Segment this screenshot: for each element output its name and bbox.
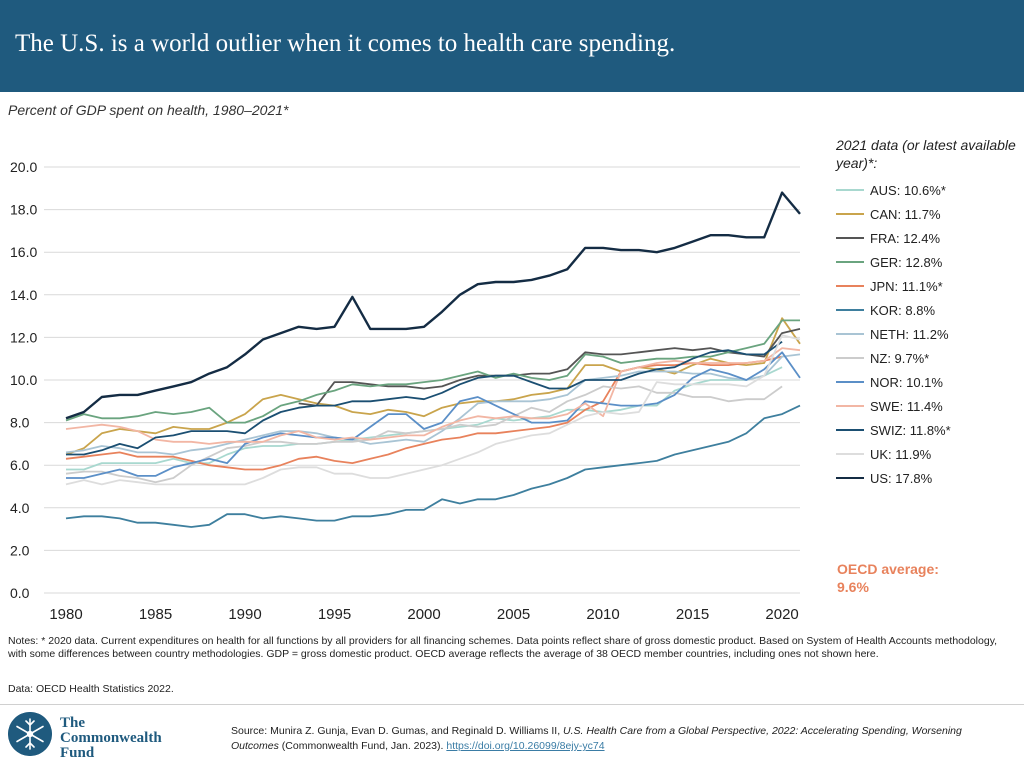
legend-swatch-jpn bbox=[836, 285, 864, 287]
source-doi-link[interactable]: https://doi.org/10.26099/8ejy-yc74 bbox=[446, 740, 605, 752]
legend-label-swe: SWE: 11.4% bbox=[870, 398, 943, 414]
legend-item-nor: NOR: 10.1% bbox=[836, 370, 1016, 394]
legend: 2021 data (or latest available year)*: A… bbox=[836, 136, 1016, 490]
chart-notes: Notes: * 2020 data. Current expenditures… bbox=[8, 635, 998, 660]
legend-swatch-kor bbox=[836, 309, 864, 311]
x-tick-label-5: 2005 bbox=[497, 606, 530, 623]
y-tick-labels: 0.0 2.0 4.0 6.0 8.0 10.0 12.0 14.0 16.0 18.0 20.0 bbox=[10, 159, 37, 601]
legend-swatch-nor bbox=[836, 381, 864, 383]
legend-label-neth: NETH: 11.2% bbox=[870, 326, 949, 342]
series-line-ger bbox=[65, 319, 800, 424]
legend-item-neth: NETH: 11.2% bbox=[836, 322, 1016, 346]
legend-label-nor: NOR: 10.1% bbox=[870, 374, 943, 390]
legend-item-jpn: JPN: 11.1%* bbox=[836, 274, 1016, 298]
y-tick-label-3: 6.0 bbox=[10, 457, 30, 473]
x-tick-label-2: 1990 bbox=[228, 606, 261, 623]
legend-swatch-ger bbox=[836, 261, 864, 263]
legend-item-ger: GER: 12.8% bbox=[836, 250, 1016, 274]
series-line-swe bbox=[65, 347, 801, 445]
x-tick-label-3: 1995 bbox=[318, 606, 351, 623]
legend-item-aus: AUS: 10.6%* bbox=[836, 178, 1016, 202]
y-tick-label-9: 18.0 bbox=[10, 202, 37, 218]
legend-swatch-swe bbox=[836, 405, 864, 407]
grid-lines bbox=[44, 166, 800, 594]
series-line-nz bbox=[65, 385, 783, 484]
x-tick-label-7: 2015 bbox=[676, 606, 709, 623]
oecd-average-label: OECD average: bbox=[837, 561, 939, 577]
y-tick-label-1: 2.0 bbox=[10, 542, 30, 558]
legend-label-us: US: 17.8% bbox=[870, 470, 933, 486]
series-line-nor bbox=[66, 351, 801, 479]
legend-list: AUS: 10.6%* CAN: 11.7% FRA: 12.4% GER: 12.8… bbox=[836, 178, 1016, 490]
series-line-us bbox=[65, 191, 801, 420]
line-chart: 0.02.04.06.08.010.012.014.016.018.020.0 … bbox=[10, 159, 801, 623]
legend-item-swe: SWE: 11.4% bbox=[836, 394, 1016, 418]
series-line-neth bbox=[65, 353, 801, 456]
legend-swatch-uk bbox=[836, 453, 864, 455]
x-tick-labels: 1980 1985 1990 1995 2000 2005 2010 2015 2020 bbox=[49, 606, 798, 623]
y-tick-label-10: 20.0 bbox=[10, 159, 37, 175]
legend-label-uk: UK: 11.9% bbox=[870, 446, 932, 462]
snowflake-logo-icon bbox=[8, 712, 52, 756]
logo-line-2: Commonwealth bbox=[60, 730, 162, 746]
series-lines bbox=[65, 191, 801, 528]
legend-label-kor: KOR: 8.8% bbox=[870, 302, 936, 318]
legend-item-fra: FRA: 12.4% bbox=[836, 226, 1016, 250]
page-title: The U.S. is a world outlier when it come… bbox=[15, 30, 676, 57]
source-title: U.S. Health Care from a Global Perspecti… bbox=[231, 725, 962, 752]
y-tick-label-7: 14.0 bbox=[10, 287, 37, 303]
legend-title: 2021 data (or latest available year)*: bbox=[836, 137, 1016, 171]
y-tick-label-6: 12.0 bbox=[10, 329, 37, 345]
legend-label-ger: GER: 12.8% bbox=[870, 254, 943, 270]
legend-item-us: US: 17.8% bbox=[836, 466, 1016, 490]
x-tick-label-1: 1985 bbox=[139, 606, 172, 623]
x-tick-label-4: 2000 bbox=[407, 606, 440, 623]
x-tick-label-0: 1980 bbox=[49, 606, 82, 623]
data-source: Data: OECD Health Statistics 2022. bbox=[8, 683, 174, 695]
series-line-kor bbox=[65, 404, 801, 528]
legend-item-can: CAN: 11.7% bbox=[836, 202, 1016, 226]
y-tick-label-2: 4.0 bbox=[10, 500, 30, 516]
legend-item-kor: KOR: 8.8% bbox=[836, 298, 1016, 322]
legend-swatch-neth bbox=[836, 333, 864, 335]
series-line-fra bbox=[298, 328, 801, 407]
legend-label-aus: AUS: 10.6%* bbox=[870, 182, 946, 198]
y-tick-label-4: 8.0 bbox=[10, 415, 30, 431]
legend-item-swiz: SWIZ: 11.8%* bbox=[836, 418, 1016, 442]
source-citation: Source: Munira Z. Gunja, Evan D. Gumas, … bbox=[231, 724, 1011, 754]
logo-line-3: Fund bbox=[60, 745, 95, 761]
legend-item-uk: UK: 11.9% bbox=[836, 442, 1016, 466]
legend-swatch-swiz bbox=[836, 429, 864, 431]
legend-label-swiz: SWIZ: 11.8%* bbox=[870, 422, 951, 438]
series-line-uk bbox=[65, 334, 801, 486]
y-tick-label-5: 10.0 bbox=[10, 372, 37, 388]
legend-item-nz: NZ: 9.7%* bbox=[836, 346, 1016, 370]
legend-swatch-can bbox=[836, 213, 864, 215]
source-middle: (Commonwealth Fund, Jan. 2023). bbox=[278, 740, 447, 752]
y-tick-label-8: 16.0 bbox=[10, 244, 37, 260]
footer-divider bbox=[0, 704, 1024, 705]
header-banner: The U.S. is a world outlier when it come… bbox=[0, 0, 1024, 92]
x-tick-label-8: 2020 bbox=[765, 606, 798, 623]
series-line-jpn bbox=[65, 355, 783, 471]
legend-label-can: CAN: 11.7% bbox=[870, 206, 941, 222]
series-line-swiz bbox=[66, 340, 783, 456]
y-tick-label-0: 0.0 bbox=[10, 585, 30, 601]
logo-wordmark: The Commonwealth Fund bbox=[60, 716, 162, 761]
legend-swatch-us bbox=[836, 477, 864, 479]
legend-swatch-aus bbox=[836, 189, 864, 191]
legend-swatch-nz bbox=[836, 357, 864, 359]
oecd-average-annotation: OECD average: 9.6% bbox=[837, 560, 1007, 596]
legend-label-nz: NZ: 9.7%* bbox=[870, 350, 930, 366]
oecd-average-value: 9.6% bbox=[837, 579, 869, 595]
x-tick-label-6: 2010 bbox=[586, 606, 619, 623]
legend-swatch-fra bbox=[836, 237, 864, 239]
legend-label-jpn: JPN: 11.1%* bbox=[870, 278, 943, 294]
chart-subtitle: Percent of GDP spent on health, 1980–202… bbox=[8, 102, 289, 118]
legend-label-fra: FRA: 12.4% bbox=[870, 230, 941, 246]
source-prefix: Source: Munira Z. Gunja, Evan D. Gumas, … bbox=[231, 725, 564, 737]
logo-line-1: The bbox=[60, 715, 86, 731]
